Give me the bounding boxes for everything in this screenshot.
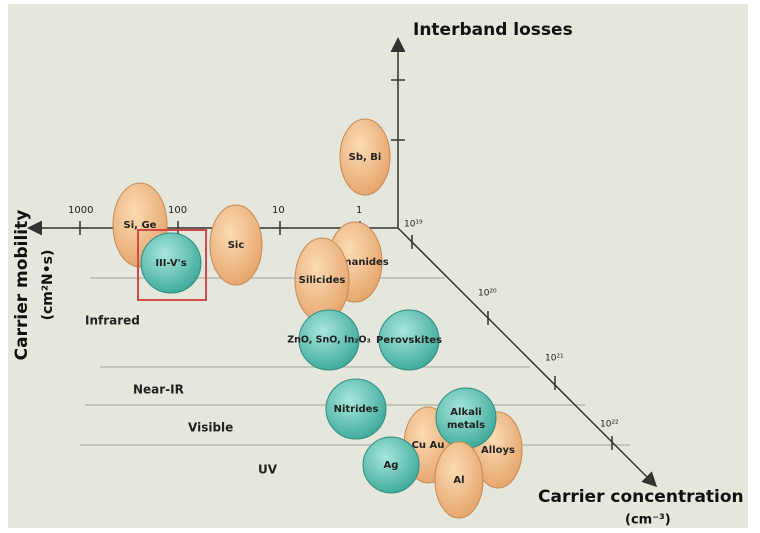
- mobility-tick-label: 1000: [68, 205, 93, 216]
- axis-title: Carrier concentration: [538, 487, 744, 507]
- mobility-tick-label: 100: [168, 205, 187, 216]
- band-label: Visible: [188, 421, 233, 435]
- band-label: Near-IR: [133, 383, 184, 397]
- node: Sic: [210, 205, 262, 285]
- node-label: Alloys: [481, 445, 515, 456]
- axis-title: Interband losses: [413, 20, 573, 40]
- node: III-V's: [141, 233, 201, 293]
- mobility-tick-label: 10: [272, 205, 285, 216]
- axis-unit: (cm²N•s): [40, 250, 56, 321]
- node-label: ZnO, SnO, In₂O₃: [287, 335, 371, 346]
- diagram: Interband losses Carrier concentration (…: [0, 0, 760, 533]
- concentration-tick-label: 10²⁰: [478, 289, 497, 299]
- node-label: Nitrides: [334, 404, 379, 415]
- axis-unit: (cm⁻³): [625, 513, 671, 528]
- node-label: Sic: [228, 240, 245, 251]
- axis-title: Carrier mobility: [12, 210, 32, 361]
- node-label: Silicides: [299, 275, 346, 286]
- node: Sb, Bi: [340, 119, 390, 195]
- node-label: Ag: [384, 460, 399, 471]
- concentration-tick-label: 10²¹: [545, 354, 564, 364]
- node-shape: [436, 388, 496, 448]
- concentration-tick-label: 10²²: [600, 420, 619, 430]
- concentration-tick-label: 10¹⁹: [404, 220, 423, 230]
- node-label: III-V's: [155, 258, 186, 269]
- mobility-tick-label: 1: [356, 205, 362, 216]
- band-label: UV: [258, 463, 278, 477]
- band-label: Infrared: [85, 314, 140, 328]
- node: Nitrides: [326, 379, 386, 439]
- node: Ag: [363, 437, 419, 493]
- node: Silicides: [295, 238, 349, 322]
- node-label: Perovskites: [376, 335, 442, 346]
- node-label: Cu Au: [412, 440, 445, 451]
- node: Al: [435, 442, 483, 518]
- node-label: Sb, Bi: [349, 152, 382, 163]
- node-label: Al: [453, 475, 464, 486]
